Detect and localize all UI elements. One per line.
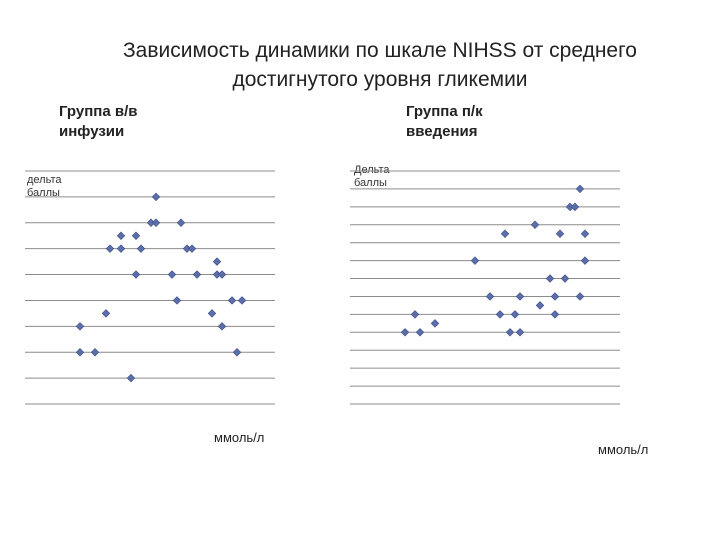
left-data-point [116, 231, 126, 240]
right-data-point [415, 328, 425, 337]
left-scatter-plot [25, 170, 275, 405]
right-data-point [560, 274, 570, 283]
left-data-point [131, 231, 141, 240]
right-data-point [580, 229, 590, 238]
left-data-point [192, 270, 202, 279]
left-data-point [90, 347, 100, 357]
right-data-point [575, 184, 585, 194]
left-data-point [187, 244, 197, 253]
right-y-axis-label-line2: баллы [354, 177, 387, 189]
right-data-point [550, 310, 560, 319]
chart-title-line1: Зависимость динамики по шкале NIHSS от с… [123, 39, 637, 62]
right-y-axis-label: Дельта баллы [354, 164, 390, 190]
right-data-point [505, 328, 515, 337]
right-group-label-line1: Группа п/к [406, 103, 483, 120]
left-data-point [126, 373, 136, 383]
left-data-point [75, 347, 85, 357]
left-data-point [151, 218, 161, 228]
right-y-axis-label-line1: Дельта [354, 164, 390, 176]
chart-title-line2: достигнутого уровня гликемии [232, 68, 528, 91]
right-x-axis-unit: ммоль/л [598, 442, 649, 457]
left-data-point [75, 322, 85, 331]
left-data-point [151, 192, 161, 202]
right-group-label: Группа п/к введения [406, 102, 483, 142]
left-y-axis-label-line1: дельта [27, 174, 62, 186]
right-data-point [515, 292, 525, 301]
right-data-point [555, 229, 565, 238]
left-data-point [232, 347, 242, 357]
right-data-point [545, 274, 555, 283]
left-data-point [105, 244, 115, 253]
chart-title: Зависимость динамики по шкале NIHSS от с… [100, 36, 660, 94]
left-group-label-line2: инфузии [59, 123, 125, 140]
right-scatter-plot [350, 170, 620, 405]
left-data-point [176, 218, 186, 228]
right-data-point [535, 301, 545, 310]
right-data-point [530, 220, 540, 229]
right-data-point [495, 310, 505, 319]
left-data-point [217, 270, 227, 279]
left-data-point [172, 296, 182, 305]
left-y-axis-label: дельта баллы [27, 174, 62, 200]
right-data-point [570, 202, 580, 212]
left-group-label: Группа в/в инфузии [59, 102, 137, 142]
right-data-point [430, 319, 440, 328]
right-data-point [510, 310, 520, 319]
right-data-point [575, 292, 585, 301]
right-data-point [580, 256, 590, 265]
left-x-axis-unit: ммоль/л [214, 430, 265, 445]
left-data-point [101, 309, 111, 318]
right-data-point [470, 256, 480, 265]
left-data-point [167, 270, 177, 279]
left-data-point [207, 309, 217, 318]
right-data-point [410, 310, 420, 319]
left-data-point [227, 296, 237, 305]
left-data-point [217, 322, 227, 331]
left-data-point [212, 257, 222, 266]
right-data-point [515, 328, 525, 337]
left-data-point [237, 296, 247, 305]
right-data-point [500, 229, 510, 238]
left-group-label-line1: Группа в/в [59, 103, 138, 120]
right-data-point [550, 292, 560, 301]
left-y-axis-label-line2: баллы [27, 187, 60, 199]
right-data-point [485, 292, 495, 301]
left-data-point [136, 244, 146, 253]
right-group-label-line2: введения [406, 123, 478, 140]
left-data-point [116, 244, 126, 253]
right-data-point [400, 328, 410, 337]
left-data-point [131, 270, 141, 279]
